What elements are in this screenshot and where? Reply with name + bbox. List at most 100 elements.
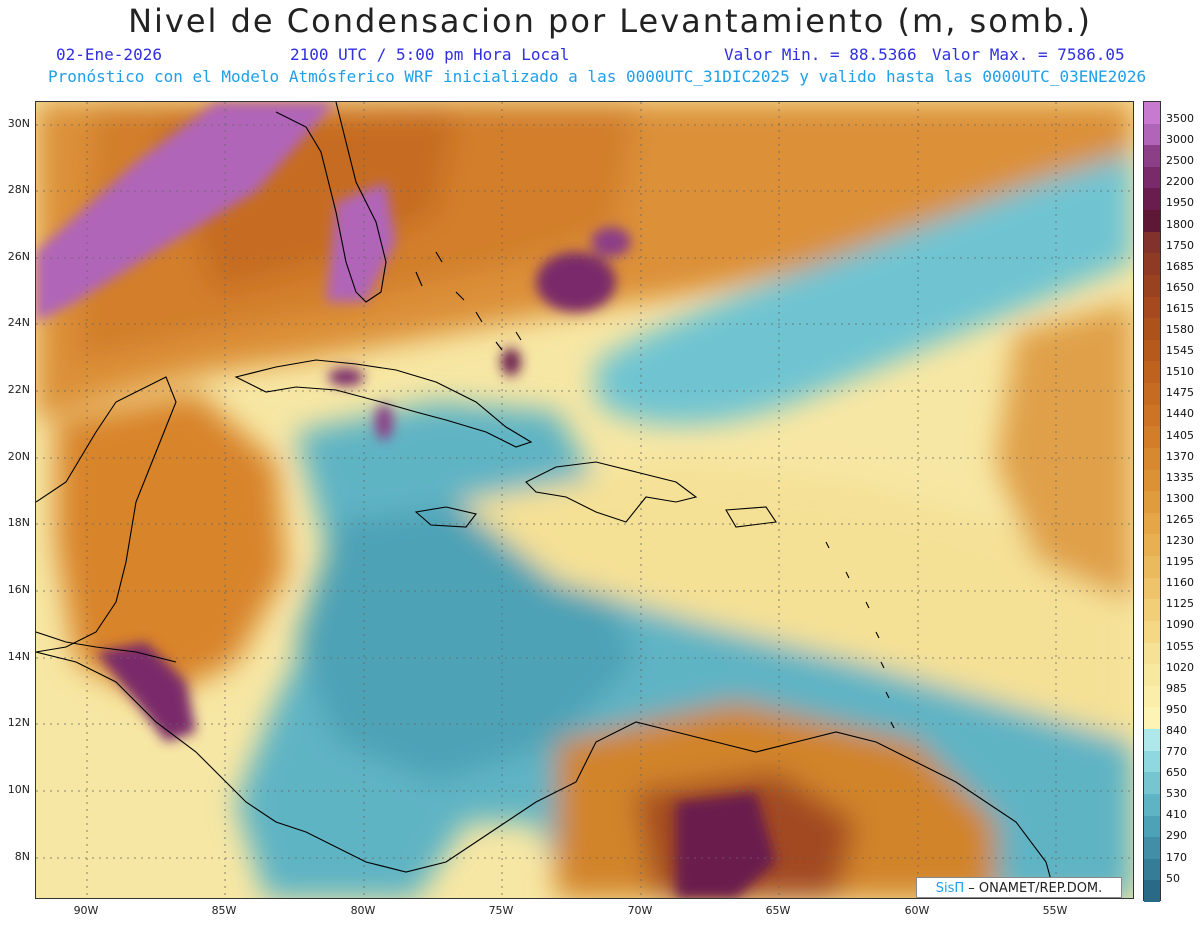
colorbar-label: 950 [1166, 702, 1187, 716]
colorbar-label: 1370 [1166, 449, 1194, 463]
colorbar-label: 1475 [1166, 386, 1194, 400]
lat-label-30n: 30N [7, 117, 30, 130]
colorbar-label: 290 [1166, 829, 1187, 843]
colorbar-label: 770 [1166, 745, 1187, 758]
colorbar-label: 1750 [1166, 238, 1194, 252]
lat-label-28n: 28N [7, 183, 30, 196]
colorbar-segment [1144, 188, 1160, 211]
graticule [36, 102, 1133, 898]
forecast-description: Pronóstico con el Modelo Atmósferico WRF… [48, 67, 1147, 86]
colorbar-segment [1144, 123, 1160, 146]
colorbar-segment [1144, 729, 1160, 752]
forecast-time: 2100 UTC / 5:00 pm Hora Local [290, 45, 570, 64]
lcl-shading [36, 102, 1133, 898]
colorbar-segment [1144, 318, 1160, 341]
colorbar-label: 2200 [1166, 175, 1194, 189]
colorbar-segment [1144, 880, 1160, 903]
colorbar-segment [1144, 447, 1160, 471]
colorbar-label: 1335 [1166, 470, 1194, 484]
colorbar-label: 1580 [1166, 323, 1194, 336]
forecast-date: 02-Ene-2026 [56, 45, 162, 64]
colorbar-label: 1545 [1166, 344, 1194, 358]
colorbar-segment [1144, 512, 1160, 535]
colorbar-segment [1144, 664, 1160, 687]
lcl-high-cells [36, 102, 776, 898]
colorbar-label: 1090 [1166, 618, 1194, 632]
colorbar-segment [1144, 469, 1160, 492]
lat-label-22n: 22N [7, 383, 30, 396]
colorbar-segment [1144, 361, 1160, 384]
colorbar-segment [1144, 858, 1160, 881]
colorbar-segment [1144, 166, 1160, 189]
colorbar-label: 2500 [1166, 154, 1194, 168]
colorbar-label: 1650 [1166, 280, 1194, 294]
colorbar-segment [1144, 296, 1160, 319]
credit-text: – ONAMET/REP.DOM. [968, 881, 1103, 896]
credit-brand: SisΠ [935, 881, 965, 896]
lon-label-85w: 85W [211, 904, 237, 917]
colorbar-label: 1685 [1166, 259, 1194, 273]
colorbar-segment [1144, 339, 1160, 362]
lon-label-70w: 70W [627, 904, 653, 917]
colorbar-segment [1144, 253, 1160, 276]
lat-label-16n: 16N [7, 583, 30, 596]
lon-label-75w: 75W [488, 904, 514, 917]
lon-label-65w: 65W [765, 904, 791, 917]
colorbar-label: 1230 [1166, 534, 1194, 547]
colorbar-segment [1144, 491, 1160, 514]
colorbar-segment [1144, 383, 1160, 406]
colorbar-segment [1144, 772, 1160, 795]
colorbar-label: 650 [1166, 766, 1187, 780]
colorbar-label: 1055 [1166, 639, 1194, 653]
colorbar-label: 1300 [1166, 491, 1194, 505]
value-max: Valor Max. = 7586.05 [932, 45, 1125, 64]
colorbar-label: 1265 [1166, 512, 1194, 526]
colorbar-segment [1144, 815, 1160, 838]
colorbar-label: 50 [1166, 871, 1180, 885]
colorbar-segment [1144, 793, 1160, 816]
lat-label-24n: 24N [7, 316, 30, 329]
colorbar-label: 3000 [1166, 133, 1194, 147]
colorbar-label: 170 [1166, 850, 1187, 864]
lon-label-55w: 55W [1042, 904, 1068, 917]
lat-label-10n: 10N [7, 783, 30, 796]
colorbar-segment [1144, 642, 1160, 665]
colorbar-label: 530 [1166, 787, 1187, 801]
colorbar-segment [1144, 620, 1160, 644]
colorbar-segment [1144, 599, 1160, 622]
value-min: Valor Min. = 88.5366 [724, 45, 917, 64]
colorbar-label: 1510 [1166, 365, 1194, 379]
colorbar-label: 3500 [1166, 112, 1194, 125]
colorbar-segment [1144, 685, 1160, 708]
map-panel [35, 101, 1134, 899]
lon-label-80w: 80W [350, 904, 376, 917]
colorbar-segment [1144, 534, 1160, 557]
colorbar-label: 1440 [1166, 407, 1194, 421]
colorbar-label: 1615 [1166, 301, 1194, 315]
colorbar-segment [1144, 837, 1160, 860]
colorbar-segment [1144, 210, 1160, 233]
colorbar-label: 1800 [1166, 217, 1194, 231]
colorbar-label: 1405 [1166, 428, 1194, 442]
lat-label-14n: 14N [7, 650, 30, 663]
colorbar-segment [1144, 102, 1160, 125]
colorbar-label: 985 [1166, 681, 1187, 695]
colorbar-segment [1144, 750, 1160, 773]
colorbar-label: 410 [1166, 808, 1187, 822]
lon-label-90w: 90W [73, 904, 99, 917]
colorbar-label: 1125 [1166, 597, 1194, 611]
credit-box: SisΠ – ONAMET/REP.DOM. [916, 877, 1122, 898]
colorbar-segment [1144, 556, 1160, 579]
colorbar [1143, 101, 1161, 903]
lat-label-20n: 20N [7, 450, 30, 463]
colorbar-label: 1020 [1166, 660, 1194, 674]
lcl-field-map [36, 102, 1133, 898]
colorbar-label: 840 [1166, 723, 1187, 737]
colorbar-label: 1195 [1166, 555, 1194, 569]
colorbar-segment [1144, 426, 1160, 449]
colorbar-segment [1144, 707, 1160, 730]
colorbar-segment [1144, 145, 1160, 168]
lat-label-26n: 26N [7, 250, 30, 263]
map-title: Nivel de Condensacion por Levantamiento … [128, 2, 1092, 40]
colorbar-segment [1144, 274, 1160, 298]
